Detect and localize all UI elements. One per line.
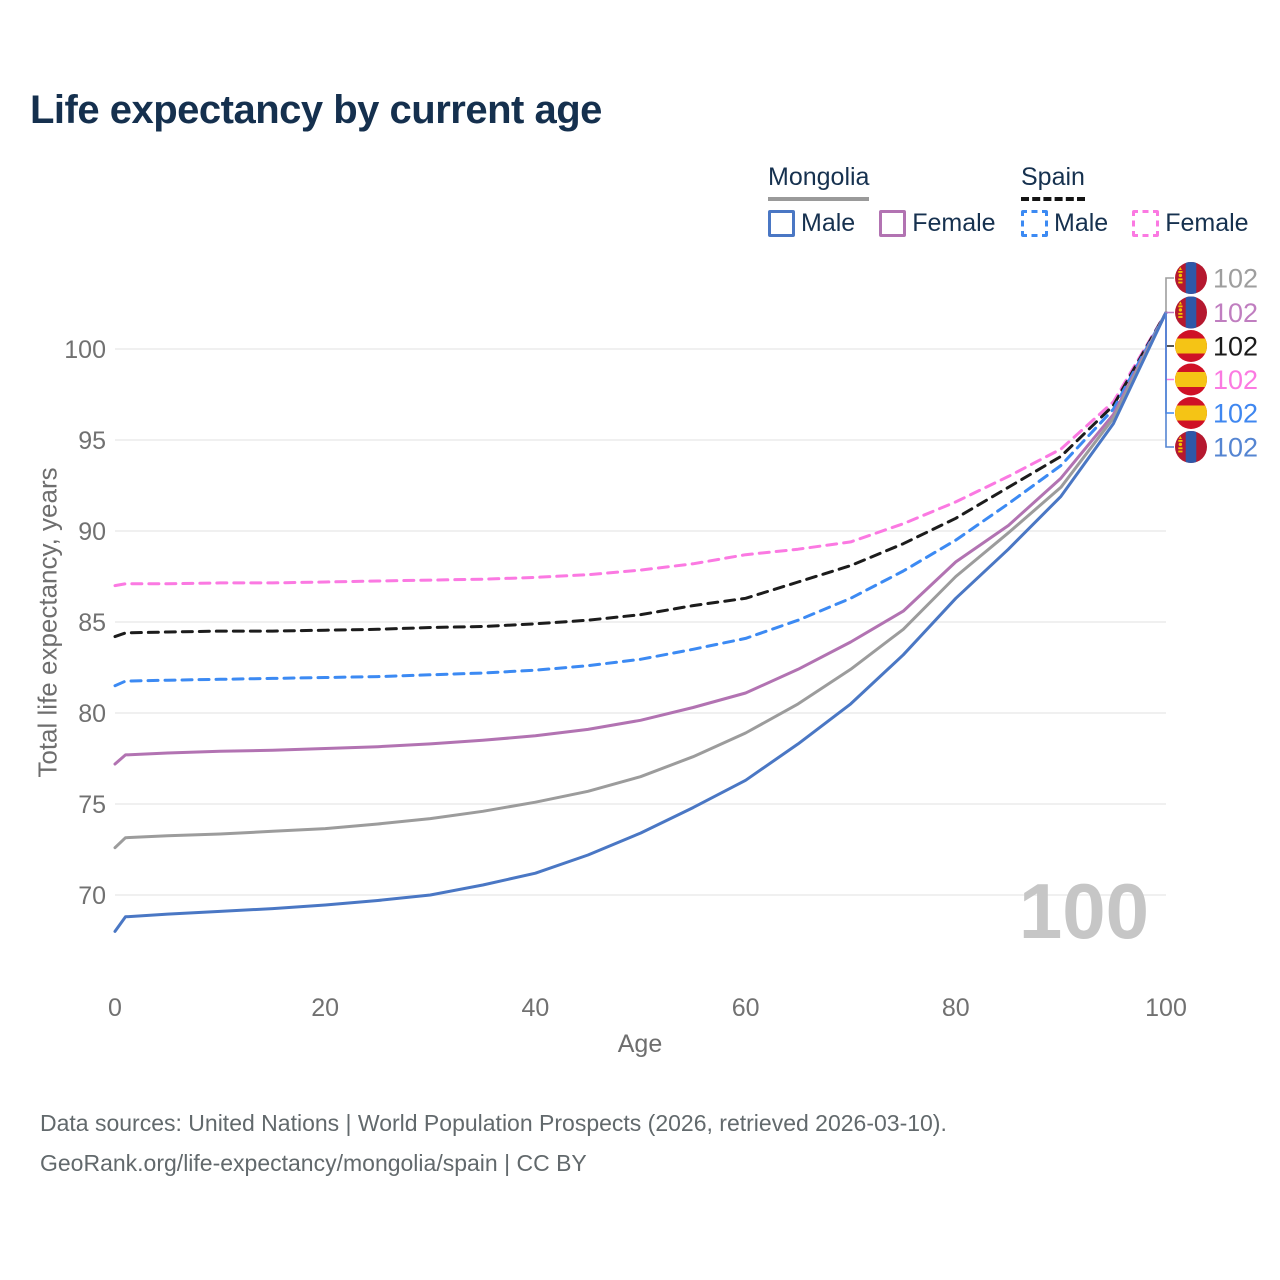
end-value-label-3: 102	[1213, 365, 1258, 395]
leader-line-0	[1165, 277, 1174, 313]
spain-flag-icon	[1175, 397, 1207, 429]
legend-swatch-spain-male-icon[interactable]	[1021, 210, 1048, 237]
legend-item-spain-male[interactable]: Male	[1021, 209, 1108, 238]
end-value-label-1: 102	[1213, 298, 1258, 328]
y-tick-80: 80	[78, 700, 106, 728]
legend-label-mongolia-male: Male	[801, 209, 856, 237]
legend-swatch-spain-female-icon[interactable]	[1132, 210, 1160, 237]
end-value-label-0: 102	[1213, 264, 1258, 294]
footer-attribution: GeoRank.org/life-expectancy/mongolia/spa…	[40, 1150, 587, 1176]
leader-line-4	[1165, 312, 1174, 414]
series-line-spain-male[interactable]	[113, 311, 1168, 688]
end-value-label-5: 102	[1213, 433, 1258, 463]
y-axis-title: Total life expectancy, years	[32, 467, 63, 778]
x-tick-80: 80	[942, 994, 970, 1022]
series-line-mongolia-female[interactable]	[113, 311, 1168, 766]
legend-swatch-mongolia-male-icon[interactable]	[768, 210, 795, 237]
mongolia-flag-icon	[1175, 431, 1207, 463]
y-tick-90: 90	[78, 518, 106, 546]
legend-item-mongolia-male[interactable]: Male	[768, 209, 855, 238]
spain-flag-icon	[1175, 363, 1207, 396]
series-line-spain-female[interactable]	[113, 311, 1168, 588]
spain-flag-icon	[1175, 330, 1207, 362]
legend-country-spain[interactable]: Spain	[1021, 163, 1085, 201]
leader-line-5	[1165, 312, 1174, 448]
legend-label-spain-male: Male	[1054, 209, 1109, 237]
y-tick-85: 85	[78, 609, 106, 637]
series-line-mongolia-both[interactable]	[113, 311, 1168, 850]
end-value-label-4: 102	[1213, 399, 1258, 429]
x-tick-40: 40	[521, 994, 549, 1022]
series-line-spain-both[interactable]	[113, 311, 1168, 639]
x-tick-100: 100	[1145, 994, 1187, 1022]
x-axis-title: Age	[617, 1030, 663, 1058]
legend-label-spain-female: Female	[1165, 209, 1249, 237]
x-tick-20: 20	[311, 994, 339, 1022]
x-tick-0: 0	[108, 994, 122, 1022]
legend-group-mongolia: Mongolia Male Female	[768, 163, 1020, 238]
legend-swatch-mongolia-female-icon[interactable]	[879, 210, 907, 237]
footer-data-sources: Data sources: United Nations | World Pop…	[40, 1110, 947, 1136]
mongolia-flag-icon	[1175, 296, 1207, 329]
leader-line-2	[1165, 312, 1174, 347]
y-tick-70: 70	[78, 882, 106, 910]
page-title: Life expectancy by current age	[30, 88, 602, 132]
current-age-watermark: 100	[1018, 867, 1150, 955]
mongolia-flag-icon	[1175, 262, 1207, 294]
y-tick-100: 100	[64, 336, 106, 364]
legend-country-mongolia[interactable]: Mongolia	[768, 163, 870, 201]
end-value-label-2: 102	[1213, 332, 1258, 362]
y-tick-95: 95	[78, 427, 106, 455]
legend-group-spain: Spain Male Female	[1021, 163, 1273, 238]
legend-item-mongolia-female[interactable]: Female	[879, 209, 996, 238]
legend-label-mongolia-female: Female	[912, 209, 996, 237]
series-line-mongolia-male[interactable]	[113, 311, 1168, 933]
legend-item-spain-female[interactable]: Female	[1132, 209, 1249, 238]
x-tick-60: 60	[732, 994, 760, 1022]
y-tick-75: 75	[78, 791, 106, 819]
